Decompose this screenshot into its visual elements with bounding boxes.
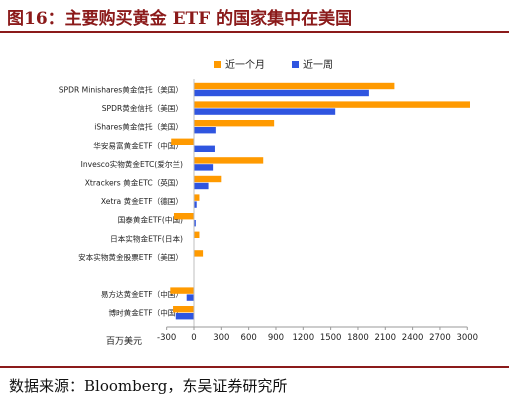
category-label: Xtrackers 黄金ETC（英国） [85,178,183,188]
bar-month [173,306,194,313]
bar-month [171,138,194,145]
x-tick-label: 1200 [292,333,314,343]
bar-month [194,175,222,183]
legend-swatch-1 [214,61,221,68]
bar-month [194,157,264,164]
x-tick-label: 2400 [402,333,424,343]
bar-month [194,231,200,238]
x-tick-label: 1500 [320,333,342,343]
legend-swatch-2 [292,61,299,68]
bar-month [194,194,200,201]
bar-month [173,213,194,220]
x-tick-label: 2100 [374,333,396,343]
chart-legend: 近一个月 近一周 [214,58,333,71]
category-label: 华安易富黄金ETF（中国） [93,140,183,150]
x-axis: -300 0 300 600 900 1200 1500 1800 2100 2400 2700 30… [106,79,478,347]
title-divider [0,31,509,33]
x-tick-label: 300 [213,333,229,343]
figure-title: 图16：主要购买黄金 ETF 的国家集中在美国 [7,9,353,29]
legend-label-1: 近一个月 [225,58,265,71]
category-labels: SPDR Minishares黄金信托（美国） SPDR黄金信托（美国） iShar… [59,85,183,318]
bar-week [194,201,197,208]
category-label: Xetra 黄金ETF（德国） [101,196,183,206]
x-tick-label: 900 [268,333,284,343]
x-tick-label: 600 [241,333,257,343]
bar-chart: 近一个月 近一周 SPDR Minishares黄金信托（美国） SPDR黄金信托（… [59,58,478,347]
bar-month [194,250,204,257]
bar-week [194,164,214,171]
bars [170,82,470,320]
bar-week [194,182,209,190]
x-tick-label: 2700 [429,333,451,343]
category-label: 易方达黄金ETF（中国） [101,289,183,299]
category-label: 安本实物黄金股票ETF（美国） [78,252,183,262]
title-bar: 图16：主要购买黄金 ETF 的国家集中在美国 [0,0,509,30]
unit-label: 百万美元 [106,335,142,347]
category-label: 博时黄金ETF（中国） [108,308,183,318]
bar-week [194,220,196,227]
bar-month [170,287,194,294]
bar-week [194,127,216,134]
source-note: 数据来源：Bloomberg，东吴证券研究所 [9,377,288,395]
bar-week [194,108,336,115]
bar-month [194,82,395,90]
bar-week [186,294,194,301]
category-label: SPDR黄金信托（美国） [102,103,183,113]
bar-week [194,89,369,97]
bar-week [175,313,194,320]
category-label: iShares黄金信托（美国） [94,122,183,132]
x-tick-label: 0 [191,333,196,343]
x-tick-label: -300 [157,333,176,343]
legend-label-2: 近一周 [303,58,333,71]
category-label: 国泰黄金ETF(中国) [118,215,183,225]
category-label: SPDR Minishares黄金信托（美国） [59,85,183,95]
bar-month [194,120,275,127]
footer-divider [0,366,509,368]
category-label: 日本实物金ETF(日本) [110,233,183,243]
bar-week [194,145,215,152]
x-tick-label: 1800 [347,333,369,343]
bar-month [194,101,470,108]
category-label: Invesco实物黄金ETC(爱尔兰) [81,159,183,169]
x-tick-label: 3000 [456,333,478,343]
